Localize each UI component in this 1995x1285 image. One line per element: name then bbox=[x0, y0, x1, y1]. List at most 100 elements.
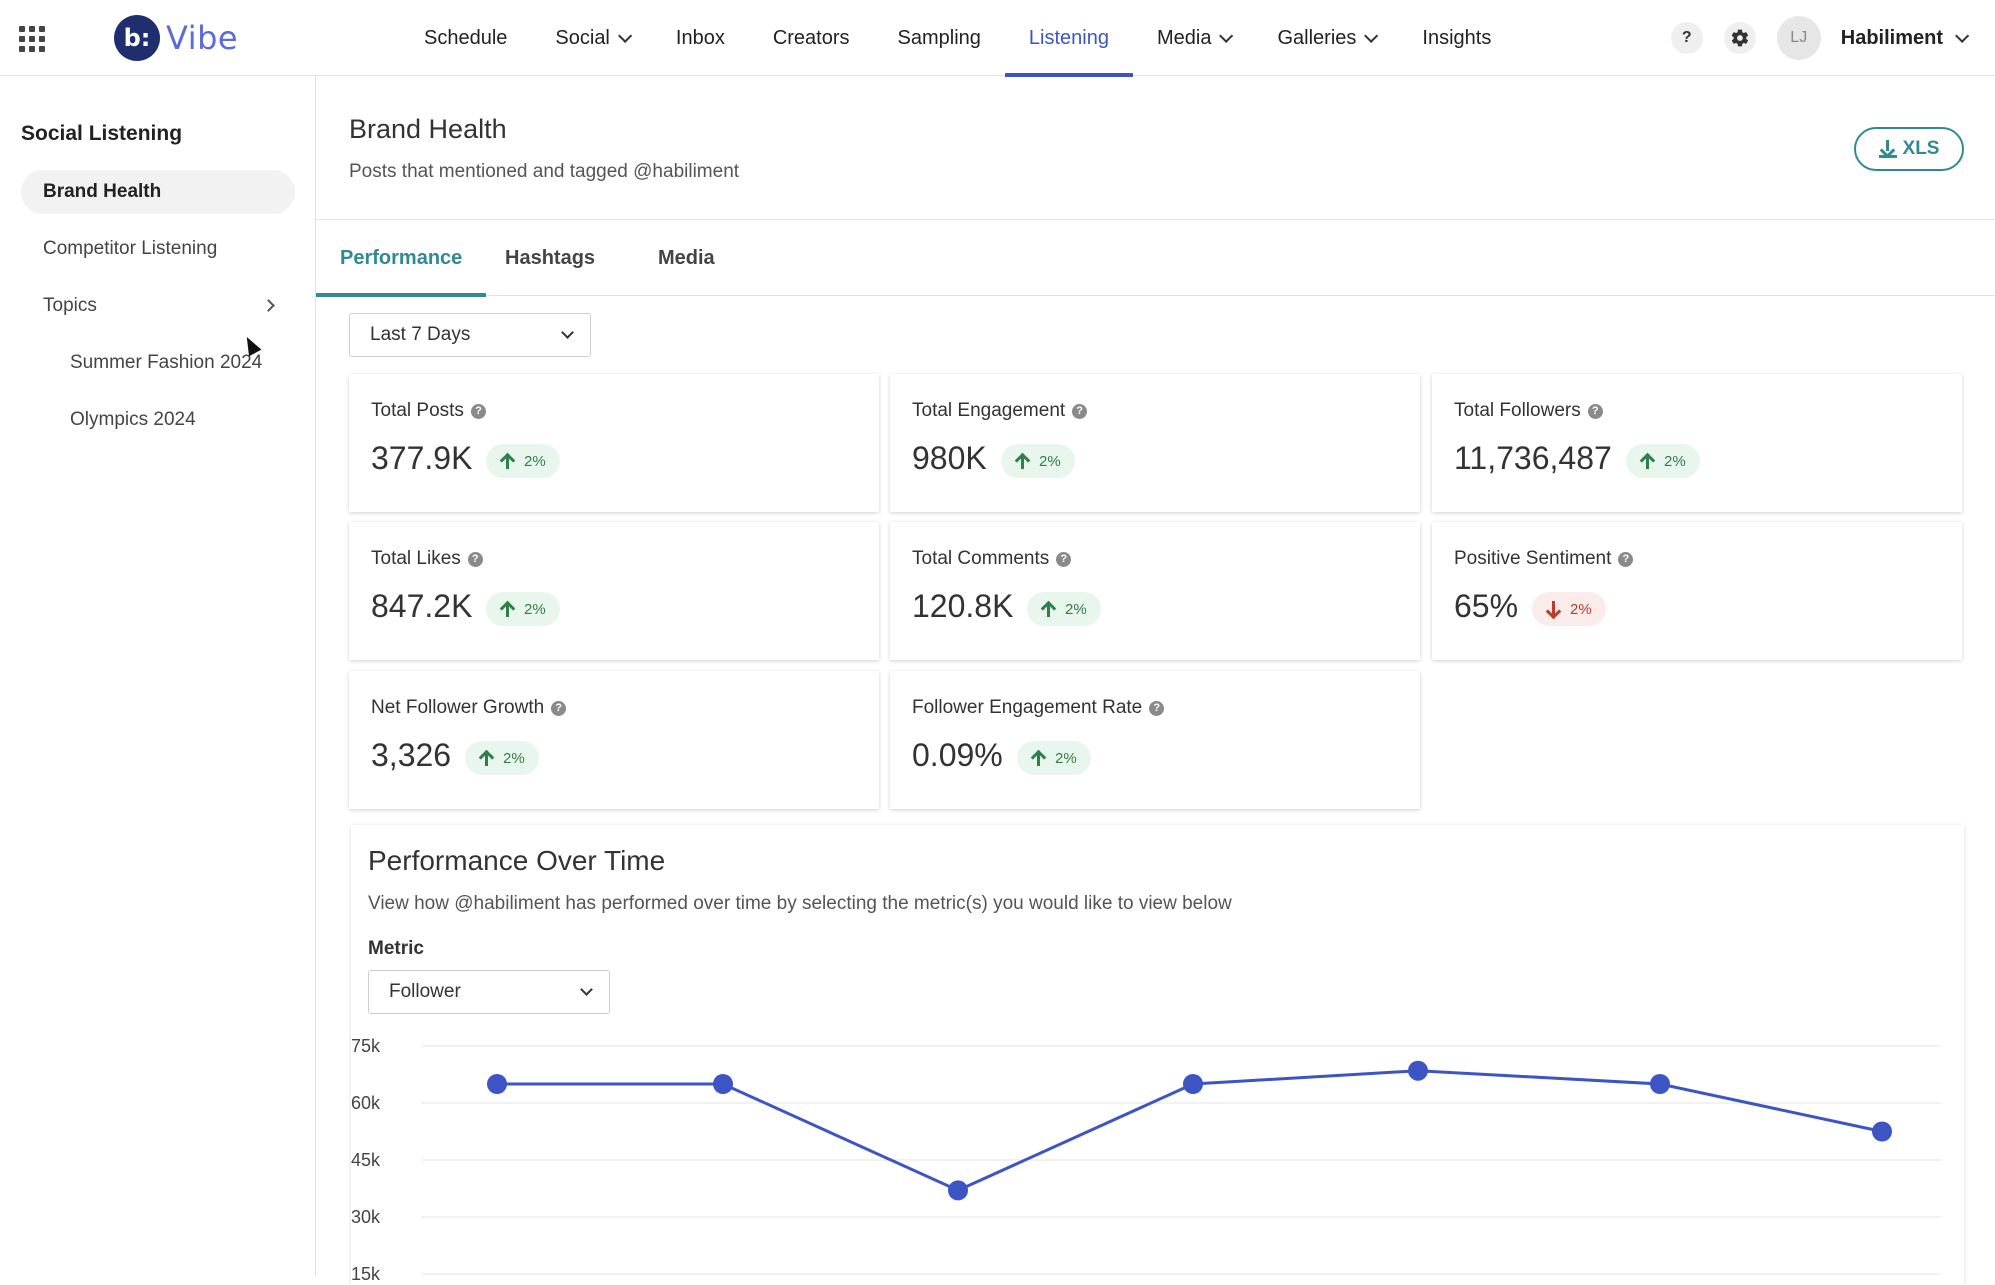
stat-label: Follower Engagement Rate? bbox=[912, 697, 1165, 719]
arrow-up-icon bbox=[500, 601, 514, 617]
tab-hashtags[interactable]: Hashtags bbox=[505, 246, 596, 269]
change-value: 2% bbox=[1664, 452, 1686, 470]
nav-item-label: Creators bbox=[772, 26, 850, 49]
y-tick-label: 60k bbox=[351, 1093, 381, 1113]
stat-card-positive-sentiment: Positive Sentiment? 65% 2% bbox=[1432, 522, 1962, 660]
change-badge: 2% bbox=[486, 444, 560, 478]
stat-card-follower-engagement-rate: Follower Engagement Rate? 0.09% 2% bbox=[890, 671, 1420, 809]
tab-media[interactable]: Media bbox=[658, 246, 715, 269]
metric-select[interactable]: Follower bbox=[368, 970, 610, 1014]
performance-title: Performance Over Time bbox=[368, 845, 666, 876]
nav-item-listening[interactable]: Listening bbox=[1004, 0, 1134, 77]
logo-text: Vibe bbox=[166, 19, 239, 57]
chevron-down-icon bbox=[1364, 28, 1379, 43]
nav-item-media[interactable]: Media bbox=[1133, 0, 1253, 76]
sidebar-item-competitor-listening[interactable]: Competitor Listening bbox=[21, 227, 295, 271]
stat-card-total-engagement: Total Engagement? 980K 2% bbox=[890, 374, 1420, 512]
sidebar-item-brand-health[interactable]: Brand Health bbox=[21, 170, 295, 214]
help-icon[interactable]: ? bbox=[1149, 700, 1165, 716]
nav-item-social[interactable]: Social bbox=[531, 0, 651, 76]
stat-label: Net Follower Growth? bbox=[371, 697, 567, 719]
page-title: Brand Health bbox=[349, 114, 507, 144]
nav-item-insights[interactable]: Insights bbox=[1398, 0, 1515, 76]
stat-value: 847.2K bbox=[371, 588, 473, 624]
stat-label-text: Net Follower Growth bbox=[371, 697, 545, 718]
help-icon[interactable]: ? bbox=[1056, 551, 1072, 567]
data-point-1[interactable] bbox=[713, 1074, 733, 1094]
nav-item-inbox[interactable]: Inbox bbox=[652, 0, 749, 76]
data-point-3[interactable] bbox=[1183, 1074, 1203, 1094]
settings-button[interactable] bbox=[1723, 22, 1756, 54]
data-point-0[interactable] bbox=[487, 1074, 507, 1094]
nav-item-creators[interactable]: Creators bbox=[749, 0, 874, 76]
change-value: 2% bbox=[1039, 452, 1061, 470]
sidebar-topic-olympics[interactable]: Olympics 2024 bbox=[70, 409, 196, 430]
user-avatar[interactable]: LJ bbox=[1776, 16, 1821, 60]
sidebar-topic-summer-fashion[interactable]: Summer Fashion 2024 bbox=[70, 352, 263, 373]
nav-item-label: Listening bbox=[1028, 26, 1109, 49]
change-value: 2% bbox=[524, 452, 546, 470]
help-icon[interactable]: ? bbox=[1072, 403, 1088, 419]
app-logo[interactable]: b: Vibe bbox=[114, 14, 238, 62]
arrow-down-icon bbox=[1546, 601, 1560, 617]
help-icon[interactable]: ? bbox=[551, 700, 567, 716]
change-value: 2% bbox=[1065, 600, 1087, 618]
stat-label: Total Followers? bbox=[1454, 400, 1603, 422]
help-icon[interactable]: ? bbox=[467, 551, 483, 567]
stat-label-text: Total Engagement bbox=[912, 400, 1066, 421]
chevron-down-icon bbox=[1955, 28, 1970, 43]
arrow-up-icon bbox=[1041, 601, 1055, 617]
stat-label-text: Total Followers bbox=[1454, 400, 1581, 421]
nav-item-sampling[interactable]: Sampling bbox=[874, 0, 1005, 76]
tab-performance[interactable]: Performance bbox=[315, 220, 487, 297]
export-xls-label: XLS bbox=[1902, 138, 1940, 159]
change-value: 2% bbox=[1055, 749, 1077, 767]
change-badge: 2% bbox=[1017, 741, 1091, 775]
stat-card-net-follower-growth: Net Follower Growth? 3,326 2% bbox=[349, 671, 879, 809]
stat-value: 65% bbox=[1454, 588, 1519, 624]
data-point-5[interactable] bbox=[1650, 1074, 1670, 1094]
stat-value: 11,736,487 bbox=[1454, 440, 1612, 476]
y-tick-label: 30k bbox=[351, 1207, 381, 1227]
arrow-up-icon bbox=[1640, 453, 1654, 469]
change-badge: 2% bbox=[1532, 592, 1606, 626]
change-badge: 2% bbox=[1027, 592, 1101, 626]
stat-label-text: Positive Sentiment bbox=[1454, 548, 1612, 569]
performance-line-chart: 75k 60k 45k 30k 15k bbox=[351, 1036, 1941, 1284]
chevron-right-icon bbox=[262, 299, 275, 312]
stat-value: 0.09% bbox=[912, 737, 1003, 773]
nav-item-label: Insights bbox=[1422, 26, 1492, 49]
help-icon[interactable]: ? bbox=[1587, 403, 1603, 419]
nav-item-galleries[interactable]: Galleries bbox=[1253, 0, 1398, 76]
stat-card-total-followers: Total Followers? 11,736,487 2% bbox=[1432, 374, 1962, 512]
date-range-value: Last 7 Days bbox=[370, 324, 471, 345]
gear-icon bbox=[1731, 29, 1748, 47]
stat-value: 3,326 bbox=[371, 737, 452, 773]
stat-label-text: Total Likes bbox=[371, 548, 461, 569]
sidebar-item-label: Competitor Listening bbox=[43, 238, 218, 259]
chevron-down-icon bbox=[617, 28, 633, 43]
apps-grid-icon[interactable] bbox=[19, 26, 45, 52]
sidebar-item-topics[interactable]: Topics bbox=[21, 284, 295, 328]
export-xls-button[interactable]: XLS bbox=[1854, 127, 1964, 171]
tab-bar: Performance Hashtags Media bbox=[315, 220, 1995, 297]
account-switcher[interactable]: Habiliment bbox=[1841, 27, 1970, 50]
data-point-2[interactable] bbox=[948, 1180, 968, 1201]
change-badge: 2% bbox=[486, 592, 560, 626]
arrow-up-icon bbox=[1015, 453, 1029, 469]
stat-card-total-posts: Total Posts? 377.9K 2% bbox=[349, 374, 879, 512]
nav-item-schedule[interactable]: Schedule bbox=[400, 0, 531, 76]
help-button[interactable]: ? bbox=[1670, 22, 1703, 54]
nav-item-label: Media bbox=[1156, 26, 1212, 49]
metric-select-value: Follower bbox=[389, 981, 461, 1002]
help-icon[interactable]: ? bbox=[1618, 551, 1634, 567]
stat-card-total-likes: Total Likes? 847.2K 2% bbox=[349, 522, 879, 660]
stat-label: Total Comments? bbox=[912, 548, 1072, 570]
date-range-select[interactable]: Last 7 Days bbox=[349, 313, 591, 357]
nav-item-label: Inbox bbox=[675, 26, 725, 49]
performance-subtitle: View how @habiliment has performed over … bbox=[368, 893, 1232, 914]
data-point-6[interactable] bbox=[1872, 1121, 1892, 1142]
data-point-4[interactable] bbox=[1408, 1060, 1428, 1081]
help-icon[interactable]: ? bbox=[470, 403, 486, 419]
stat-label-text: Total Posts bbox=[371, 400, 464, 421]
